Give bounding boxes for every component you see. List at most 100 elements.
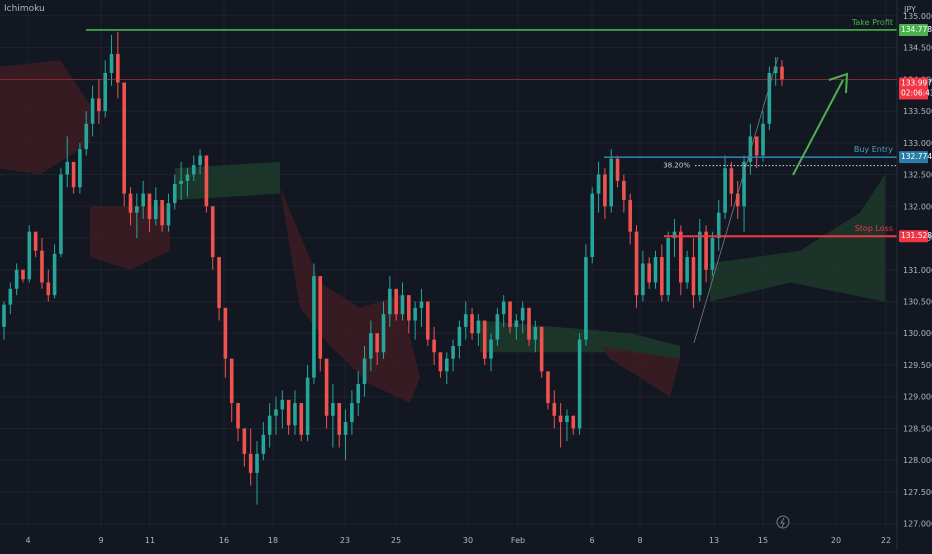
- indicator-name[interactable]: Ichimoku: [4, 4, 45, 14]
- candle-body: [331, 403, 335, 416]
- candle-body: [172, 184, 177, 204]
- target-arrow-shaft[interactable]: [792, 79, 844, 176]
- candle-body: [476, 320, 481, 334]
- candle-body: [305, 377, 310, 435]
- y-tick-label: 127.500: [903, 488, 932, 497]
- x-tick-label: 9: [98, 536, 103, 545]
- candle-body: [59, 174, 63, 254]
- candle-body: [381, 314, 386, 353]
- candles: [2, 31, 784, 505]
- candle-body: [369, 333, 373, 359]
- candle-body: [508, 301, 512, 327]
- last-price-tag-text: 02:06:43: [901, 89, 932, 98]
- candle-body: [558, 415, 563, 423]
- candle-body: [678, 231, 683, 283]
- candle-body: [103, 72, 108, 112]
- candle-body: [451, 345, 455, 359]
- candle-body: [691, 257, 696, 296]
- candle-body: [596, 174, 601, 194]
- candle-body: [229, 358, 234, 404]
- fib-trend-line[interactable]: [693, 57, 779, 343]
- candle-body: [318, 276, 323, 359]
- last-price-tag-text: 133.997: [901, 79, 932, 88]
- last-price-tag: [899, 77, 928, 100]
- candle-body: [584, 257, 588, 340]
- candle-body: [90, 98, 95, 124]
- candle-body: [501, 301, 506, 315]
- candle-body: [552, 403, 557, 416]
- x-tick-label: Feb: [511, 536, 525, 545]
- candle-body: [660, 257, 664, 296]
- candle-body: [697, 231, 702, 296]
- candle-body: [546, 371, 550, 404]
- candle-body: [603, 174, 607, 207]
- y-tick-label: 132.500: [903, 171, 932, 180]
- candle-body: [141, 193, 145, 207]
- candle-body: [394, 288, 398, 315]
- candle-body: [716, 212, 721, 239]
- candle-body: [362, 358, 367, 385]
- candle-body: [489, 339, 493, 359]
- candle-body: [286, 399, 291, 426]
- candle-body: [609, 158, 614, 207]
- candle-body: [527, 307, 531, 340]
- candle-body: [255, 453, 259, 473]
- candle-body: [261, 434, 266, 454]
- y-tick-label: 127.000: [903, 520, 932, 529]
- take-profit-tag-text: 134.778: [901, 25, 932, 34]
- candle-body: [160, 199, 164, 226]
- candle-body: [122, 82, 126, 194]
- candle-body: [571, 415, 576, 429]
- candle-body: [109, 53, 114, 73]
- lightning-bolt: [780, 517, 785, 528]
- buy-entry-label: Buy Entry: [854, 145, 893, 154]
- x-tick-label: 6: [589, 536, 594, 545]
- x-tick-label: 8: [637, 536, 642, 545]
- candle-body: [84, 123, 89, 150]
- candle-body: [723, 168, 727, 213]
- candle-body: [653, 257, 658, 283]
- candle-body: [438, 352, 443, 372]
- stop-loss-tag: [899, 230, 928, 243]
- candle-body: [293, 403, 297, 426]
- candle-body: [463, 314, 468, 327]
- lightning-icon[interactable]: [776, 515, 790, 529]
- y-tick-label: 132.000: [903, 202, 932, 211]
- candle-body: [647, 263, 651, 283]
- candle-body: [78, 149, 82, 188]
- y-tick-label: 134.500: [903, 44, 932, 53]
- candle-body: [135, 206, 139, 213]
- candle-body: [40, 250, 44, 283]
- candle-body: [267, 415, 272, 435]
- candle-body: [780, 66, 784, 80]
- candle-body: [166, 203, 171, 226]
- candle-body: [628, 199, 632, 232]
- candle-body: [223, 307, 228, 359]
- candle-body: [312, 276, 316, 378]
- x-tick-label: 4: [25, 536, 30, 545]
- candle-body: [704, 231, 708, 270]
- x-tick-label: 16: [219, 536, 229, 545]
- candle-body: [407, 295, 411, 321]
- candle-body: [590, 193, 595, 258]
- candle-body: [495, 314, 500, 340]
- y-tick-label: 128.000: [903, 456, 932, 465]
- candle-body: [97, 98, 101, 112]
- candle-body: [128, 193, 133, 213]
- candle-body: [470, 314, 474, 334]
- candle-body: [299, 403, 304, 435]
- candle-body: [773, 66, 778, 73]
- candle-body: [185, 174, 190, 181]
- candle-body: [761, 123, 765, 156]
- take-profit-label: Take Profit: [851, 18, 893, 27]
- y-tick-label: 130.500: [903, 297, 932, 306]
- cloud-bear-2: [90, 206, 170, 270]
- candle-body: [27, 231, 32, 280]
- candle-body: [457, 326, 462, 346]
- candle-body: [735, 193, 740, 207]
- candle-body: [419, 301, 424, 308]
- y-tick-label: 130.000: [903, 329, 932, 338]
